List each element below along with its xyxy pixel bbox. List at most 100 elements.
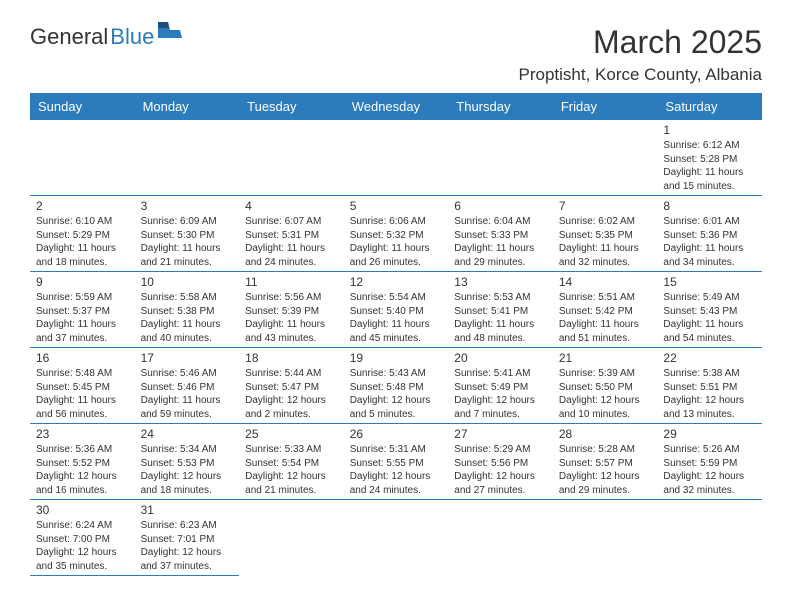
sunset-text: Sunset: 5:49 PM bbox=[454, 381, 547, 395]
sunrise-text: Sunrise: 6:01 AM bbox=[663, 215, 756, 229]
calendar-cell: 31Sunrise: 6:23 AMSunset: 7:01 PMDayligh… bbox=[135, 500, 240, 576]
day-number: 17 bbox=[141, 350, 234, 366]
day-number: 6 bbox=[454, 198, 547, 214]
daylight-text: Daylight: 11 hours and 37 minutes. bbox=[36, 318, 129, 345]
calendar-cell-empty bbox=[448, 500, 553, 576]
day-number: 12 bbox=[350, 274, 443, 290]
day-number: 23 bbox=[36, 426, 129, 442]
calendar-cell: 17Sunrise: 5:46 AMSunset: 5:46 PMDayligh… bbox=[135, 348, 240, 424]
day-number: 27 bbox=[454, 426, 547, 442]
calendar-cell: 8Sunrise: 6:01 AMSunset: 5:36 PMDaylight… bbox=[657, 196, 762, 272]
weekday-header: Friday bbox=[553, 93, 658, 120]
day-number: 25 bbox=[245, 426, 338, 442]
day-number: 9 bbox=[36, 274, 129, 290]
day-number: 7 bbox=[559, 198, 652, 214]
sunset-text: Sunset: 5:59 PM bbox=[663, 457, 756, 471]
calendar-cell: 18Sunrise: 5:44 AMSunset: 5:47 PMDayligh… bbox=[239, 348, 344, 424]
daylight-text: Daylight: 12 hours and 10 minutes. bbox=[559, 394, 652, 421]
sunrise-text: Sunrise: 5:56 AM bbox=[245, 291, 338, 305]
day-number: 4 bbox=[245, 198, 338, 214]
day-number: 29 bbox=[663, 426, 756, 442]
calendar-cell-empty bbox=[657, 500, 762, 576]
sunrise-text: Sunrise: 5:49 AM bbox=[663, 291, 756, 305]
sunrise-text: Sunrise: 5:44 AM bbox=[245, 367, 338, 381]
daylight-text: Daylight: 12 hours and 2 minutes. bbox=[245, 394, 338, 421]
sunrise-text: Sunrise: 5:48 AM bbox=[36, 367, 129, 381]
sunrise-text: Sunrise: 6:10 AM bbox=[36, 215, 129, 229]
daylight-text: Daylight: 11 hours and 15 minutes. bbox=[663, 166, 756, 193]
sunset-text: Sunset: 5:52 PM bbox=[36, 457, 129, 471]
sunset-text: Sunset: 5:50 PM bbox=[559, 381, 652, 395]
calendar-cell: 7Sunrise: 6:02 AMSunset: 5:35 PMDaylight… bbox=[553, 196, 658, 272]
calendar-cell-empty bbox=[135, 120, 240, 196]
daylight-text: Daylight: 11 hours and 43 minutes. bbox=[245, 318, 338, 345]
sunrise-text: Sunrise: 5:53 AM bbox=[454, 291, 547, 305]
calendar-cell: 25Sunrise: 5:33 AMSunset: 5:54 PMDayligh… bbox=[239, 424, 344, 500]
brand-logo: GeneralBlue bbox=[30, 24, 184, 50]
sunset-text: Sunset: 5:55 PM bbox=[350, 457, 443, 471]
calendar-cell: 10Sunrise: 5:58 AMSunset: 5:38 PMDayligh… bbox=[135, 272, 240, 348]
calendar-cell: 14Sunrise: 5:51 AMSunset: 5:42 PMDayligh… bbox=[553, 272, 658, 348]
daylight-text: Daylight: 11 hours and 54 minutes. bbox=[663, 318, 756, 345]
daylight-text: Daylight: 11 hours and 51 minutes. bbox=[559, 318, 652, 345]
sunset-text: Sunset: 5:39 PM bbox=[245, 305, 338, 319]
sunset-text: Sunset: 5:37 PM bbox=[36, 305, 129, 319]
calendar-cell: 11Sunrise: 5:56 AMSunset: 5:39 PMDayligh… bbox=[239, 272, 344, 348]
daylight-text: Daylight: 12 hours and 7 minutes. bbox=[454, 394, 547, 421]
calendar-grid: 1Sunrise: 6:12 AMSunset: 5:28 PMDaylight… bbox=[30, 120, 762, 576]
calendar-cell: 9Sunrise: 5:59 AMSunset: 5:37 PMDaylight… bbox=[30, 272, 135, 348]
daylight-text: Daylight: 11 hours and 56 minutes. bbox=[36, 394, 129, 421]
calendar-cell-empty bbox=[448, 120, 553, 196]
calendar-cell-empty bbox=[239, 500, 344, 576]
daylight-text: Daylight: 12 hours and 21 minutes. bbox=[245, 470, 338, 497]
day-number: 11 bbox=[245, 274, 338, 290]
day-number: 15 bbox=[663, 274, 756, 290]
sunset-text: Sunset: 5:51 PM bbox=[663, 381, 756, 395]
calendar-cell: 5Sunrise: 6:06 AMSunset: 5:32 PMDaylight… bbox=[344, 196, 449, 272]
daylight-text: Daylight: 12 hours and 29 minutes. bbox=[559, 470, 652, 497]
calendar-cell: 13Sunrise: 5:53 AMSunset: 5:41 PMDayligh… bbox=[448, 272, 553, 348]
day-number: 10 bbox=[141, 274, 234, 290]
sunrise-text: Sunrise: 5:43 AM bbox=[350, 367, 443, 381]
sunrise-text: Sunrise: 6:09 AM bbox=[141, 215, 234, 229]
weekday-header: Thursday bbox=[448, 93, 553, 120]
sunrise-text: Sunrise: 5:31 AM bbox=[350, 443, 443, 457]
day-number: 14 bbox=[559, 274, 652, 290]
calendar-cell: 24Sunrise: 5:34 AMSunset: 5:53 PMDayligh… bbox=[135, 424, 240, 500]
sunrise-text: Sunrise: 5:41 AM bbox=[454, 367, 547, 381]
day-number: 22 bbox=[663, 350, 756, 366]
sunrise-text: Sunrise: 5:46 AM bbox=[141, 367, 234, 381]
day-number: 16 bbox=[36, 350, 129, 366]
sunset-text: Sunset: 5:30 PM bbox=[141, 229, 234, 243]
day-number: 18 bbox=[245, 350, 338, 366]
day-number: 24 bbox=[141, 426, 234, 442]
weekday-header: Tuesday bbox=[239, 93, 344, 120]
sunrise-text: Sunrise: 5:51 AM bbox=[559, 291, 652, 305]
sunrise-text: Sunrise: 6:06 AM bbox=[350, 215, 443, 229]
daylight-text: Daylight: 11 hours and 24 minutes. bbox=[245, 242, 338, 269]
day-number: 28 bbox=[559, 426, 652, 442]
calendar-cell: 2Sunrise: 6:10 AMSunset: 5:29 PMDaylight… bbox=[30, 196, 135, 272]
calendar-cell-empty bbox=[344, 120, 449, 196]
daylight-text: Daylight: 12 hours and 18 minutes. bbox=[141, 470, 234, 497]
calendar-cell: 16Sunrise: 5:48 AMSunset: 5:45 PMDayligh… bbox=[30, 348, 135, 424]
sunset-text: Sunset: 5:48 PM bbox=[350, 381, 443, 395]
calendar-cell: 29Sunrise: 5:26 AMSunset: 5:59 PMDayligh… bbox=[657, 424, 762, 500]
sunset-text: Sunset: 5:41 PM bbox=[454, 305, 547, 319]
calendar-cell: 4Sunrise: 6:07 AMSunset: 5:31 PMDaylight… bbox=[239, 196, 344, 272]
sunset-text: Sunset: 7:01 PM bbox=[141, 533, 234, 547]
daylight-text: Daylight: 12 hours and 35 minutes. bbox=[36, 546, 129, 573]
calendar-cell: 23Sunrise: 5:36 AMSunset: 5:52 PMDayligh… bbox=[30, 424, 135, 500]
daylight-text: Daylight: 11 hours and 29 minutes. bbox=[454, 242, 547, 269]
daylight-text: Daylight: 11 hours and 21 minutes. bbox=[141, 242, 234, 269]
daylight-text: Daylight: 12 hours and 13 minutes. bbox=[663, 394, 756, 421]
day-number: 30 bbox=[36, 502, 129, 518]
calendar-cell: 22Sunrise: 5:38 AMSunset: 5:51 PMDayligh… bbox=[657, 348, 762, 424]
calendar-cell: 27Sunrise: 5:29 AMSunset: 5:56 PMDayligh… bbox=[448, 424, 553, 500]
sunrise-text: Sunrise: 5:59 AM bbox=[36, 291, 129, 305]
sunset-text: Sunset: 5:57 PM bbox=[559, 457, 652, 471]
page-title-block: March 2025 Proptisht, Korce County, Alba… bbox=[519, 24, 763, 85]
day-number: 2 bbox=[36, 198, 129, 214]
day-number: 21 bbox=[559, 350, 652, 366]
daylight-text: Daylight: 11 hours and 34 minutes. bbox=[663, 242, 756, 269]
